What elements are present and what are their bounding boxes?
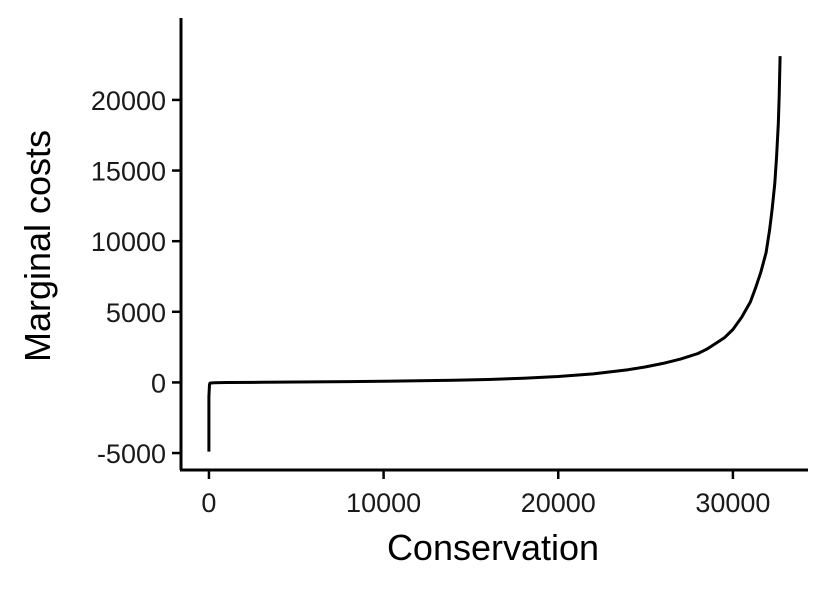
x-ticks: 0 10000 20000 30000 [201, 470, 770, 518]
series-line [207, 56, 782, 452]
y-tick-label: 5000 [106, 298, 166, 328]
x-tick-label: 0 [201, 488, 216, 518]
x-tick-label: 30000 [695, 488, 770, 518]
y-tick-label: 0 [151, 368, 166, 398]
y-tick-label: -5000 [97, 439, 166, 469]
x-tick-label: 10000 [346, 488, 421, 518]
y-tick-label: 15000 [91, 157, 166, 187]
y-tick-label: 20000 [91, 86, 166, 116]
y-tick-label: 10000 [91, 227, 166, 257]
y-ticks: -5000 0 5000 10000 15000 20000 [91, 86, 181, 469]
x-tick-label: 20000 [521, 488, 596, 518]
plot-area [207, 56, 782, 452]
x-axis-title: Conservation [387, 527, 599, 568]
y-axis-title: Marginal costs [17, 130, 58, 362]
